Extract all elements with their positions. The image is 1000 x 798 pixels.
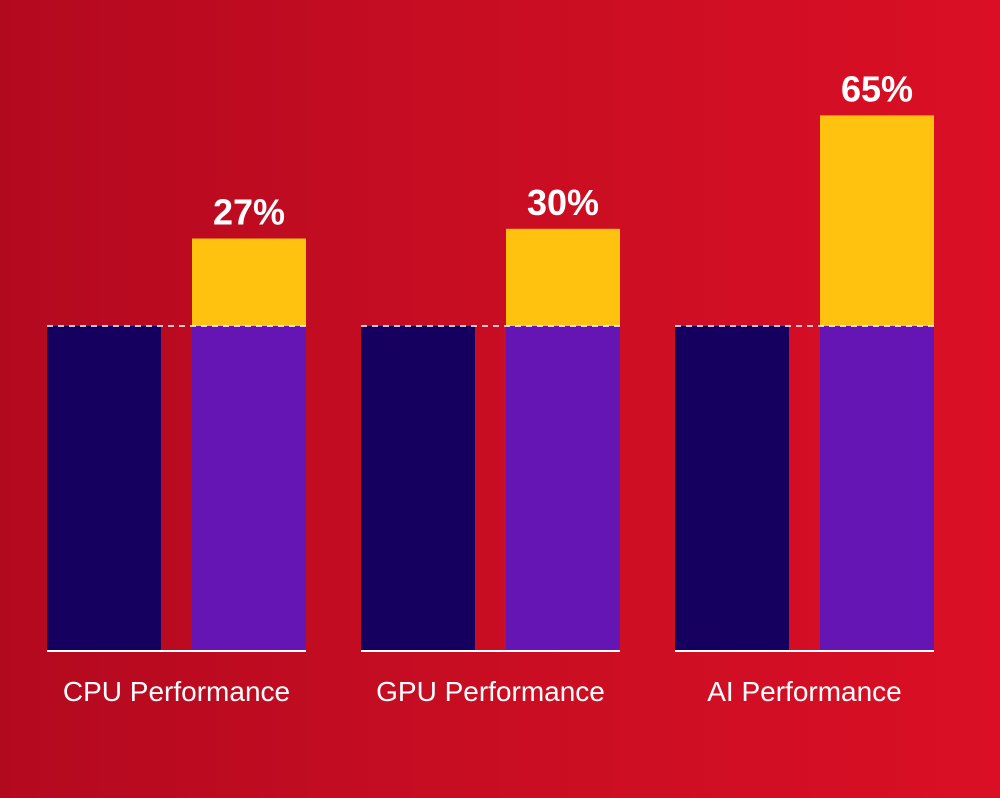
improvement-segment	[192, 238, 306, 326]
category-label: GPU Performance	[376, 676, 605, 707]
new-bar	[820, 326, 934, 650]
new-bar	[506, 326, 620, 650]
category-label: AI Performance	[707, 676, 902, 707]
baseline-bar	[675, 326, 789, 650]
category-label: CPU Performance	[63, 676, 290, 707]
new-bar	[192, 326, 306, 650]
improvement-segment	[506, 228, 620, 326]
improvement-label: 30%	[527, 182, 599, 223]
improvement-label: 27%	[213, 192, 285, 233]
baseline-bar	[361, 326, 475, 650]
baseline-bar	[47, 326, 161, 650]
improvement-label: 65%	[841, 68, 913, 109]
improvement-segment	[820, 115, 934, 327]
